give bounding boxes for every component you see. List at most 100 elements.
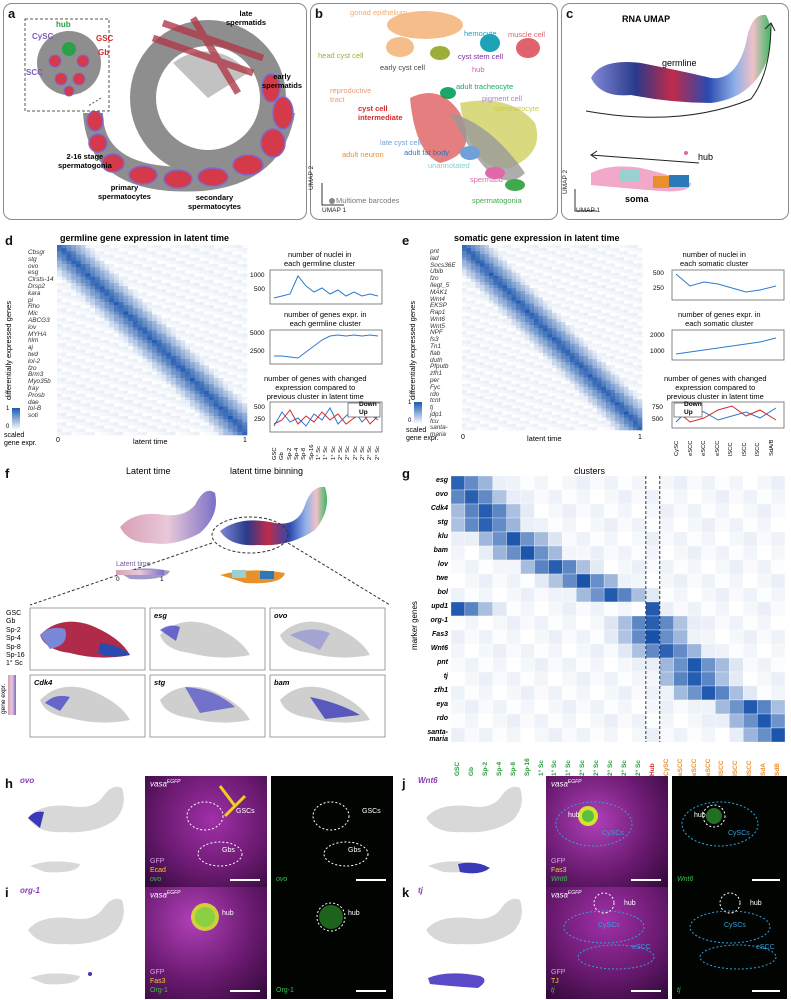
e-heat-cell xyxy=(480,331,485,335)
e-heat-cell xyxy=(489,306,494,311)
e-heat-cell xyxy=(534,254,539,258)
e-heat-cell xyxy=(637,405,643,409)
d-heat-cell xyxy=(71,324,77,328)
e-heat-cell xyxy=(493,386,499,391)
e-heat-cell xyxy=(511,285,517,289)
d-heat-cell xyxy=(66,317,72,322)
e-heat-cell xyxy=(511,315,517,320)
e-heat-cell xyxy=(574,272,580,277)
e-heat-cell xyxy=(471,377,476,381)
e-heat-cell xyxy=(606,414,611,418)
e-heat-cell xyxy=(489,297,494,301)
e-heat-cell xyxy=(489,402,494,406)
e-heat-cell xyxy=(525,411,530,415)
e-heat-cell xyxy=(462,282,467,286)
e-heat-cell xyxy=(525,291,530,295)
e-heat-cell xyxy=(484,291,490,295)
e-heat-cell xyxy=(516,306,521,311)
e-heat-cell xyxy=(516,420,521,425)
d-heat-cell xyxy=(137,298,143,303)
e-heat-cell xyxy=(520,315,526,320)
d-heat-cell xyxy=(123,400,129,404)
d-heat-cell xyxy=(66,400,72,404)
e-heat-cell xyxy=(534,356,539,360)
d-heat-cell xyxy=(190,403,196,407)
d-heat-cell xyxy=(232,368,238,372)
e-heat-cell xyxy=(480,386,485,391)
e-heat-cell xyxy=(547,272,553,277)
d-gene-label: Clrsts-14 xyxy=(28,276,54,284)
b-label-13: adult fat body xyxy=(404,148,450,157)
d-heat-cell xyxy=(80,378,86,382)
d-heat-cell xyxy=(175,409,181,414)
e-heat-cell xyxy=(511,266,517,270)
e-heat-cell xyxy=(525,340,530,344)
d-heat-cell xyxy=(161,425,167,429)
e-heat-cell xyxy=(606,322,611,326)
d-heat-cell xyxy=(80,273,86,277)
d-heat-cell xyxy=(114,371,120,376)
e-heat-cell xyxy=(520,359,526,363)
e-heat-cell xyxy=(502,396,508,400)
d-heat-cell xyxy=(175,314,181,319)
e-heatmap xyxy=(462,245,643,431)
d-heat-cell xyxy=(171,368,177,372)
e-heat-cell xyxy=(471,306,476,311)
e-heat-cell xyxy=(511,380,517,385)
e-heat-cell xyxy=(543,288,548,292)
e-heat-cell xyxy=(570,343,575,348)
d-heat-cell xyxy=(109,343,115,347)
d-heat-cell xyxy=(180,340,186,344)
e-heat-cell xyxy=(579,389,584,394)
d-heat-cell xyxy=(237,245,243,249)
e-heat-cell xyxy=(471,346,476,351)
d-heat-cell xyxy=(185,349,191,353)
d-heat-cell xyxy=(66,327,72,331)
e-heat-cell xyxy=(493,365,499,369)
e-heat-cell xyxy=(615,352,620,357)
d-heat-cell xyxy=(223,317,229,322)
d-heat-cell xyxy=(213,260,219,265)
d-heat-cell xyxy=(123,292,129,296)
e-heat-cell xyxy=(543,408,548,412)
d-heat-cell xyxy=(209,248,215,252)
e-heat-cell xyxy=(561,414,566,418)
d-heat-cell xyxy=(109,248,115,252)
e-heat-cell xyxy=(574,349,580,354)
e-heat-cell xyxy=(520,383,526,388)
e-heat-cell xyxy=(543,417,548,422)
d-heat-cell xyxy=(123,409,129,414)
e-heat-cell xyxy=(475,343,481,348)
d-heat-cell xyxy=(156,374,162,379)
d-heat-cell xyxy=(171,352,177,357)
d-heat-cell xyxy=(61,400,67,404)
d-heat-cell xyxy=(71,352,77,357)
e-heat-cell xyxy=(471,254,476,258)
d-heat-cell xyxy=(223,371,229,376)
d-heat-cell xyxy=(85,419,91,423)
e-heat-cell xyxy=(493,343,499,348)
d-heat-cell xyxy=(114,387,120,391)
e-heat-cell xyxy=(498,331,503,335)
d-heat-cell xyxy=(175,264,181,268)
e-heat-cell xyxy=(552,263,557,267)
e-heat-cell xyxy=(466,322,472,326)
e-heat-cell xyxy=(561,328,566,332)
d-heat-cell xyxy=(237,425,243,429)
d-heat-cell xyxy=(194,393,200,398)
d-heat-cell xyxy=(204,270,210,274)
d-heat-cell xyxy=(190,279,196,284)
d-heat-cell xyxy=(161,295,167,300)
d-heat-cell xyxy=(71,308,77,312)
d-heat-cell xyxy=(114,416,120,420)
d-heat-cell xyxy=(147,431,153,436)
e-heat-cell xyxy=(462,269,467,274)
d-heat-cell xyxy=(61,273,67,277)
d-heat-cell xyxy=(133,260,139,265)
d-heat-cell xyxy=(57,400,63,404)
e-heat-cell xyxy=(547,300,553,304)
e-heat-cell xyxy=(507,417,512,422)
e-heat-cell xyxy=(534,319,539,323)
d-heat-cell xyxy=(123,305,129,309)
e-heat-cell xyxy=(592,408,598,412)
